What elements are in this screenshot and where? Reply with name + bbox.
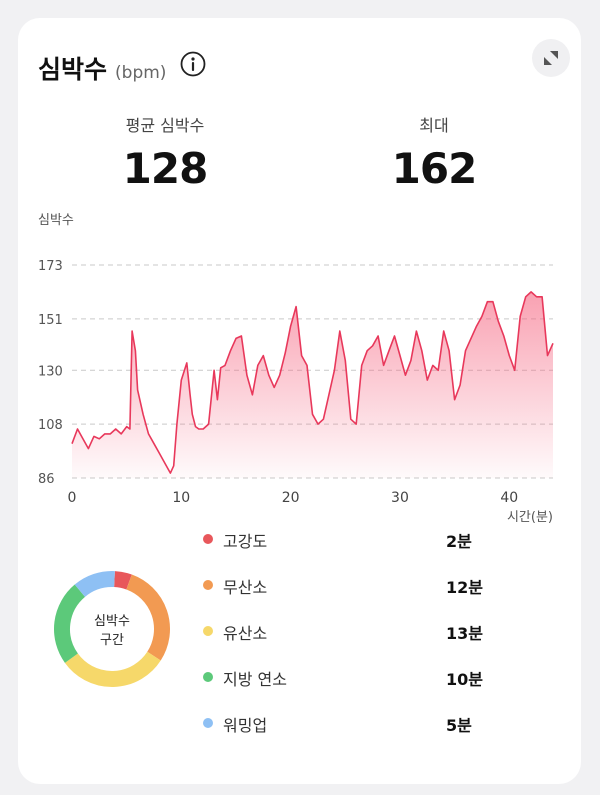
y-tick-label: 86: [38, 472, 55, 487]
zone-duration: 10분: [446, 670, 483, 689]
heart-rate-line: [71, 291, 554, 474]
expand-icon: [544, 51, 558, 65]
donut-segment: [54, 584, 86, 663]
x-tick-label: 0: [68, 490, 77, 506]
y-tick-label: 173: [38, 259, 63, 274]
heart-rate-chart: 86 108 130 151 173 0 10 20 30 40 심박수 시간(분): [38, 213, 554, 524]
zone-row: 무산소 12분: [203, 574, 563, 620]
zone-color-dot: [203, 672, 213, 682]
zone-color-dot: [203, 534, 213, 544]
zone-label: 유산소: [223, 624, 268, 643]
zone-label: 고강도: [223, 532, 268, 551]
zone-row: 워밍업 5분: [203, 712, 563, 758]
donut-center-label-line1: 심박수: [94, 614, 130, 629]
zone-color-dot: [203, 626, 213, 636]
zone-row: 지방 연소 10분: [203, 666, 563, 712]
y-axis-label: 심박수: [38, 213, 74, 228]
x-axis-label: 시간(분): [507, 510, 553, 524]
average-heart-rate-label: 평균 심박수: [125, 116, 205, 135]
expand-button[interactable]: [532, 39, 570, 77]
x-tick-label: 40: [500, 490, 518, 506]
donut-segment: [74, 571, 115, 598]
card-title: 심박수: [38, 55, 108, 84]
y-tick-label: 151: [38, 313, 63, 328]
zone-color-dot: [203, 718, 213, 728]
y-tick-label: 108: [38, 418, 63, 433]
x-tick-label: 30: [391, 490, 409, 506]
zone-duration: 12분: [446, 578, 483, 597]
x-tick-label: 10: [172, 490, 190, 506]
heart-rate-card: 심박수 (bpm) 평균 심박수 128 최대 162 86 108 130 151 1…: [18, 18, 581, 784]
card-title-unit: (bpm): [115, 63, 167, 83]
zone-label: 무산소: [223, 578, 268, 597]
zone-label: 지방 연소: [223, 670, 287, 689]
donut-segment: [126, 574, 170, 661]
zone-label: 워밍업: [223, 716, 268, 735]
donut-segment: [113, 571, 132, 590]
zone-row: 고강도 2분: [203, 528, 563, 574]
zone-duration: 13분: [446, 624, 483, 643]
x-tick-label: 20: [282, 490, 300, 506]
card-header: 심박수 (bpm): [38, 50, 166, 86]
zone-row: 유산소 13분: [203, 620, 563, 666]
max-heart-rate: 최대 162: [334, 112, 534, 193]
max-heart-rate-value: 162: [391, 144, 478, 193]
zone-color-dot: [203, 580, 213, 590]
info-icon[interactable]: [180, 51, 206, 77]
heart-rate-zone-donut: 심박수 구간: [54, 571, 170, 687]
average-heart-rate-value: 128: [122, 144, 209, 193]
donut-segment: [64, 651, 161, 687]
average-heart-rate: 평균 심박수 128: [65, 112, 265, 193]
max-heart-rate-label: 최대: [419, 116, 449, 135]
y-tick-label: 130: [38, 364, 63, 379]
zone-duration: 5분: [446, 716, 472, 735]
zone-duration: 2분: [446, 532, 472, 551]
heart-rate-area: [72, 291, 553, 478]
donut-center-label-line2: 구간: [100, 633, 124, 648]
